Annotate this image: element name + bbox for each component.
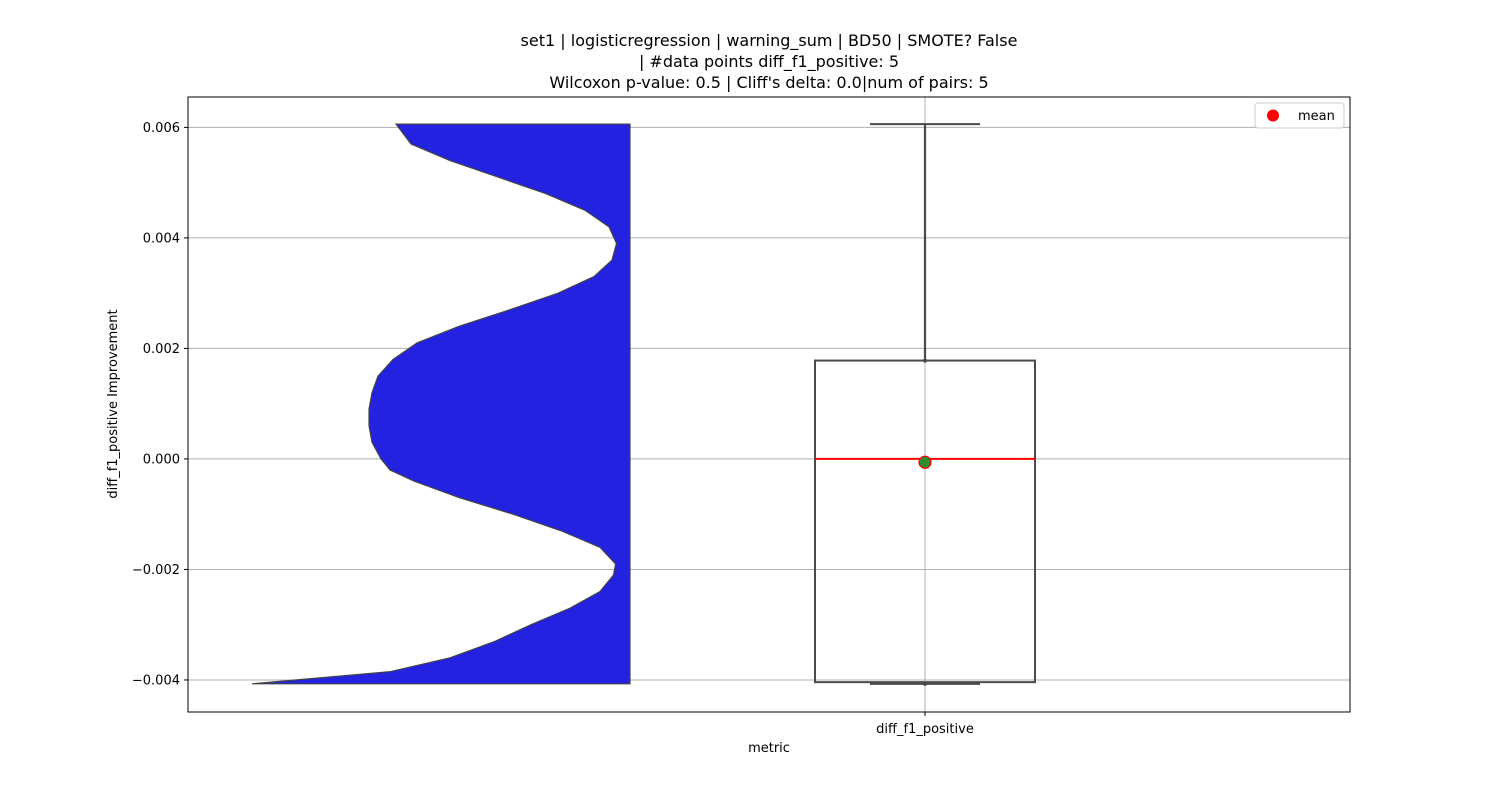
y-tick-label: 0.002 bbox=[143, 342, 180, 357]
whisker-low-point bbox=[923, 681, 927, 686]
plot-area-border bbox=[187, 96, 1351, 713]
box-plot bbox=[814, 123, 1036, 686]
legend-box bbox=[1254, 102, 1345, 129]
y-tick-label: −0.004 bbox=[132, 673, 180, 688]
y-axis-label: diff_f1_positive Improvement bbox=[106, 309, 121, 498]
mean-marker bbox=[918, 455, 932, 469]
y-tick-label: 0.000 bbox=[143, 452, 180, 467]
whisker-high-point bbox=[923, 358, 927, 363]
legend-mean-marker bbox=[1267, 109, 1279, 122]
y-axis-ticks: −0.004 −0.002 0.000 0.002 0.004 0.006 bbox=[132, 121, 188, 688]
violin-plot bbox=[251, 123, 631, 685]
title-line-1: set1 | logisticregression | warning_sum … bbox=[521, 31, 1018, 51]
violin-body bbox=[251, 123, 631, 685]
legend-mean-label: mean bbox=[1298, 109, 1335, 124]
y-tick-label: −0.002 bbox=[132, 563, 180, 578]
legend: mean bbox=[1254, 102, 1345, 129]
x-axis-label: metric bbox=[748, 741, 790, 756]
title-line-3: Wilcoxon p-value: 0.5 | Cliff's delta: 0… bbox=[549, 73, 988, 92]
chart-title: set1 | logisticregression | warning_sum … bbox=[521, 31, 1018, 92]
y-tick-label: 0.006 bbox=[143, 121, 180, 136]
x-tick-label: diff_f1_positive bbox=[876, 722, 974, 737]
title-line-2: | #data points diff_f1_positive: 5 bbox=[639, 52, 899, 72]
x-axis-ticks: diff_f1_positive bbox=[876, 712, 974, 737]
y-tick-label: 0.004 bbox=[143, 231, 180, 246]
